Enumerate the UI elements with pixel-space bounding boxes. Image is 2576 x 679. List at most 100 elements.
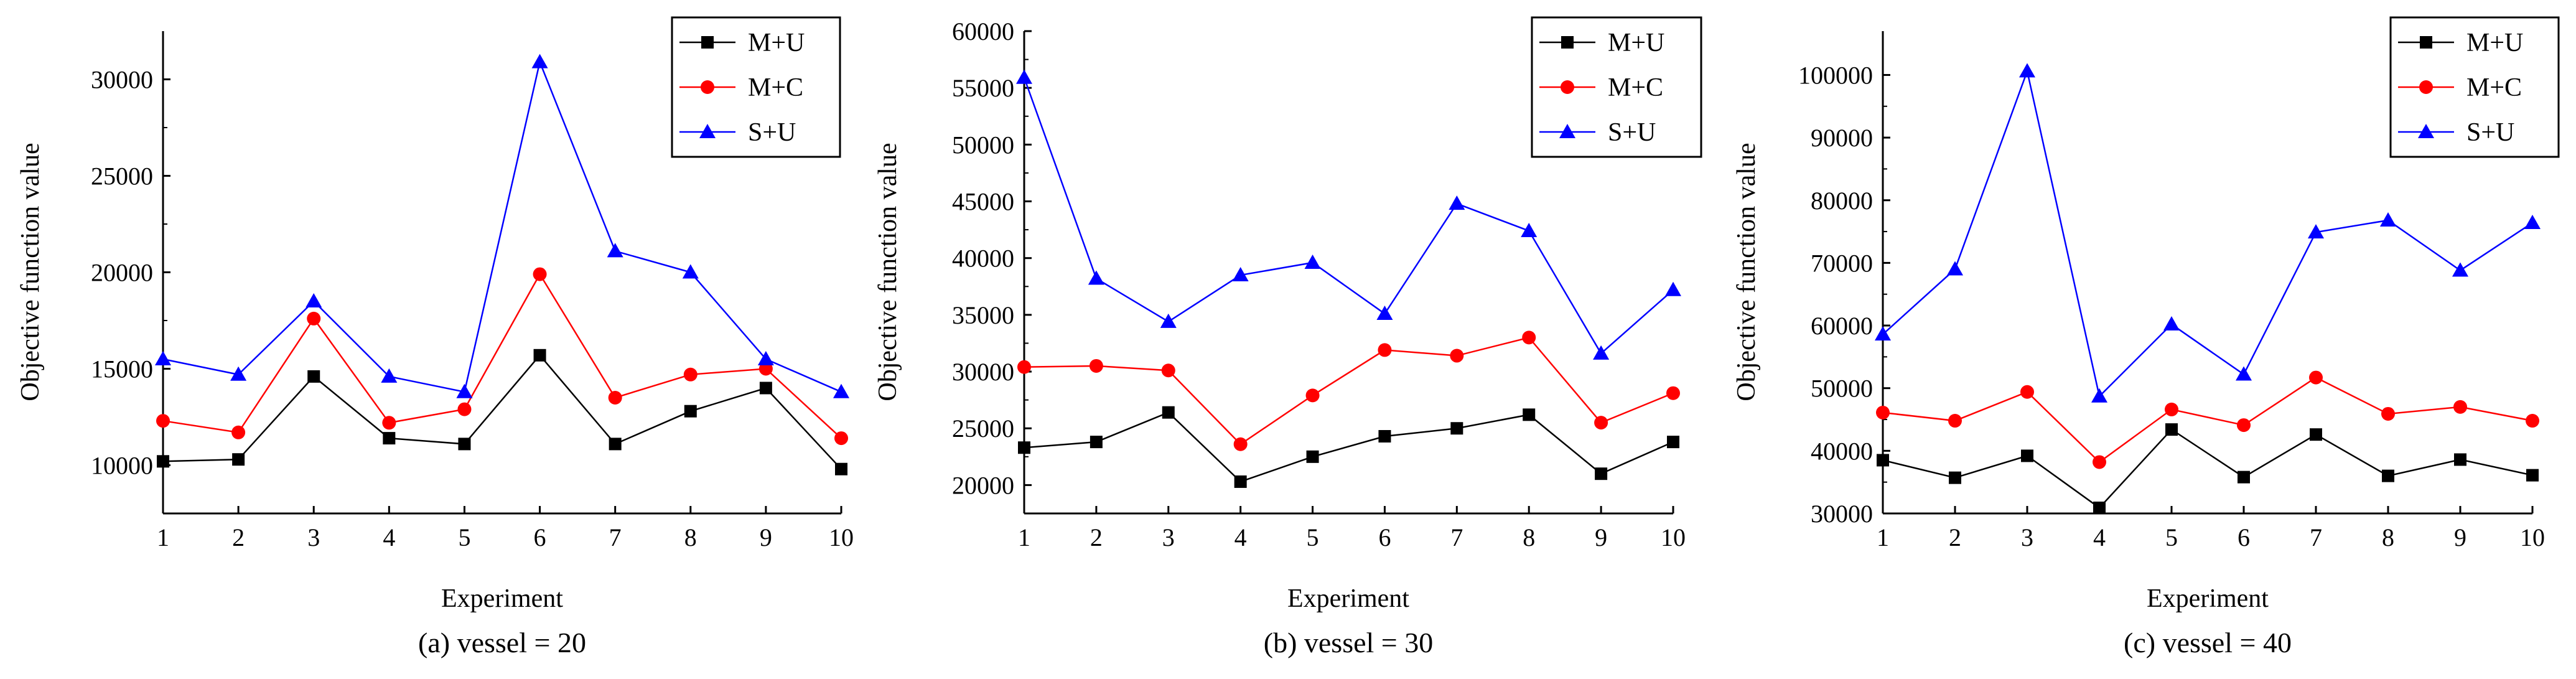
data-point — [759, 382, 772, 395]
data-point — [2526, 469, 2539, 482]
series-M+C — [1017, 330, 1680, 451]
legend: M+U M+C S+U — [2389, 16, 2560, 158]
data-point — [2091, 388, 2107, 403]
data-point — [2382, 469, 2394, 482]
data-point — [531, 54, 548, 68]
data-point — [834, 431, 848, 446]
data-point — [1522, 330, 1536, 345]
data-point — [2454, 453, 2466, 466]
x-tick-label: 6 — [1378, 523, 1391, 551]
panel-c: 1 2 3 4 5 6 7 8 9 10 30000 40000 50000 60000 70000 800… — [1732, 16, 2560, 658]
data-point — [608, 391, 622, 405]
series-line — [162, 59, 842, 393]
caption: (b) vessel = 30 — [1264, 627, 1434, 658]
series-line — [1024, 411, 1674, 483]
y-axis-title: Objective function value — [1732, 143, 1761, 401]
data-point — [155, 351, 171, 365]
x-tick-label: 5 — [1307, 523, 1319, 551]
data-point — [231, 425, 246, 439]
data-point — [2309, 370, 2323, 385]
data-point — [2237, 418, 2251, 433]
data-point — [456, 383, 473, 398]
legend-item: S+U — [1539, 118, 1656, 147]
x-tick-label: 4 — [383, 523, 395, 551]
y-tick-label: 15000 — [91, 355, 153, 383]
data-point — [1376, 306, 1393, 321]
data-point — [1160, 313, 1177, 328]
data-point — [2453, 400, 2467, 414]
data-point — [2165, 402, 2178, 416]
x-axis-title: Experiment — [2147, 584, 2269, 613]
series-line — [162, 354, 842, 470]
data-point — [1877, 454, 1889, 467]
data-point — [533, 267, 547, 281]
legend-box — [671, 16, 841, 158]
legend-marker — [1561, 36, 1574, 49]
panel-a: 1 2 3 4 5 6 7 8 9 10 10000 15000 20000 25000 30000 Ex… — [16, 16, 854, 658]
y-tick-label: 30000 — [91, 66, 153, 94]
data-point — [232, 453, 245, 466]
x-tick-label: 8 — [1523, 523, 1535, 551]
x-tick-label: 1 — [1018, 523, 1030, 551]
x-tick-label: 4 — [2093, 523, 2106, 551]
legend-item: M+U — [2398, 29, 2523, 57]
x-tick-label: 9 — [1595, 523, 1607, 551]
y-tick-label: 60000 — [1811, 312, 1873, 340]
series-line — [162, 273, 842, 439]
x-tick-label: 8 — [2382, 523, 2394, 551]
y-axis-title: Objective function value — [874, 143, 902, 401]
legend-marker — [699, 124, 716, 138]
y-tick-label: 70000 — [1811, 249, 1873, 277]
legend-item: M+C — [2398, 73, 2522, 102]
series-S+U — [155, 54, 849, 398]
data-point — [1594, 416, 1608, 430]
panel-b: 1 2 3 4 5 6 7 8 9 10 20000 25000 30000 35000 40000 450… — [874, 16, 1702, 658]
data-point — [307, 311, 321, 325]
x-tick-label: 2 — [1949, 523, 1961, 551]
data-point — [607, 243, 623, 258]
legend-item: M+U — [679, 29, 805, 57]
data-point — [1949, 471, 1961, 484]
legend-marker — [2418, 124, 2434, 138]
legend-label: S+U — [748, 118, 796, 147]
data-point — [156, 414, 170, 428]
data-point — [1017, 360, 1031, 374]
legend-marker — [701, 80, 714, 94]
data-point — [682, 264, 699, 279]
x-tick-label: 9 — [2454, 523, 2466, 551]
legend-label: M+C — [1608, 73, 1663, 102]
legend-label: M+C — [748, 73, 803, 102]
data-point — [1089, 358, 1103, 373]
x-tick-label: 3 — [1162, 523, 1175, 551]
data-point — [1232, 267, 1249, 282]
y-tick-label: 60000 — [952, 17, 1014, 45]
data-point — [2381, 406, 2395, 421]
series-line — [1882, 68, 2533, 398]
data-point — [1450, 349, 1464, 363]
data-point — [2236, 366, 2252, 381]
x-tick-label: 1 — [157, 523, 169, 551]
data-point — [1016, 69, 1032, 84]
data-point — [2165, 423, 2178, 436]
x-tick-label: 4 — [1234, 523, 1247, 551]
data-point — [1450, 422, 1463, 435]
series-M+U — [1877, 423, 2539, 514]
data-point — [1090, 436, 1103, 449]
data-point — [1018, 441, 1030, 454]
y-tick-label: 35000 — [952, 301, 1014, 329]
legend-marker — [1561, 80, 1574, 94]
legend-item: M+U — [1539, 29, 1664, 57]
data-point — [383, 432, 396, 445]
y-tick-label: 45000 — [952, 188, 1014, 216]
data-point — [609, 438, 622, 451]
data-point — [2019, 63, 2035, 78]
data-point — [683, 367, 698, 382]
data-point — [2020, 385, 2034, 399]
data-point — [230, 366, 247, 381]
series-M+C — [156, 267, 848, 446]
data-point — [2163, 316, 2180, 331]
data-point — [307, 370, 320, 383]
data-point — [306, 293, 322, 307]
series-M+U — [1018, 406, 1679, 488]
x-tick-label: 9 — [760, 523, 772, 551]
